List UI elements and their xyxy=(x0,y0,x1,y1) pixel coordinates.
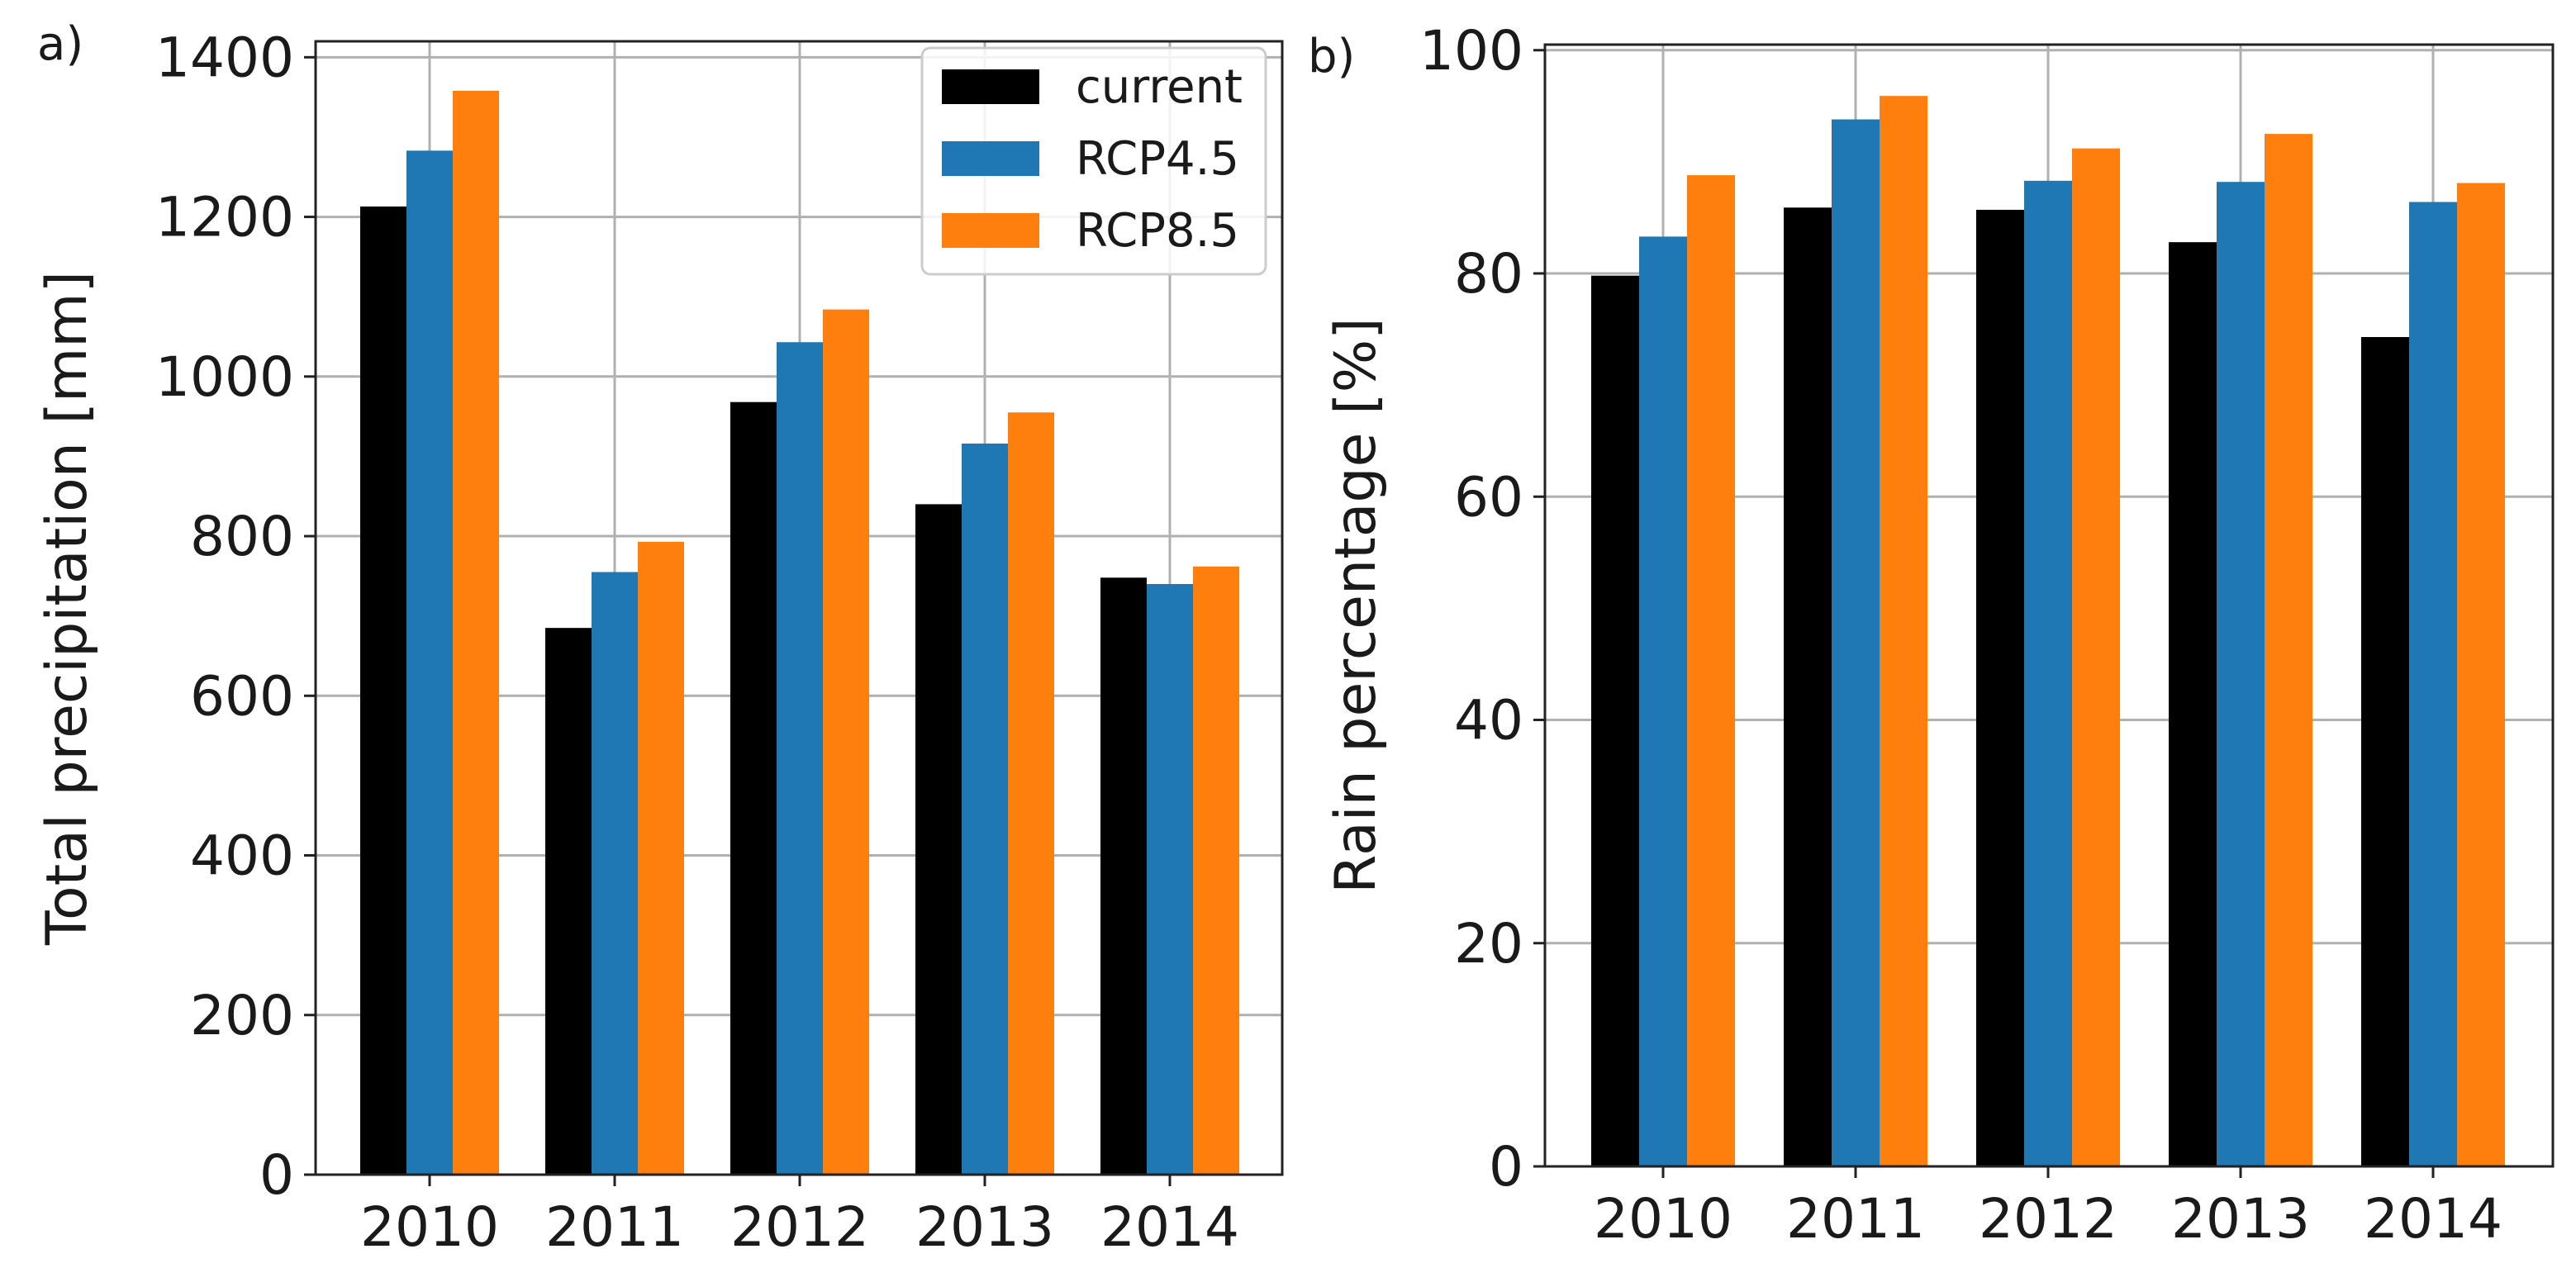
panel-a-xtick-label: 2012 xyxy=(730,1195,869,1259)
panel-a-bar-rcp45-2011 xyxy=(592,572,638,1175)
legend-swatch-rcp85 xyxy=(942,213,1039,248)
panel-a-ytick-label: 1000 xyxy=(155,345,294,409)
panel-a-bar-current-2012 xyxy=(730,401,777,1175)
legend-label: current xyxy=(1076,60,1243,114)
panel-a-bar-rcp45-2010 xyxy=(406,150,453,1175)
panel-a-bar-current-2011 xyxy=(545,628,592,1175)
panel-a-y-axis-label: Total precipitation [mm] xyxy=(35,271,100,946)
panel-a-xtick-label: 2011 xyxy=(545,1195,684,1259)
panel-b-bar-current-2010 xyxy=(1591,275,1639,1166)
panel-a-bar-rcp45-2014 xyxy=(1147,584,1193,1175)
panel-a-xtick-label: 2014 xyxy=(1100,1195,1239,1259)
panel-b-chart: 0 20 40 60 80 100 2010 2011 2012 2013 2014 Rain per… xyxy=(1308,19,2555,1251)
panel-b-bar-rcp85-2011 xyxy=(1880,96,1927,1166)
legend-swatch-rcp45 xyxy=(942,141,1039,176)
panel-a-xtick-label: 2010 xyxy=(360,1195,499,1259)
panel-b-bar-rcp85-2012 xyxy=(2072,148,2120,1167)
panel-b-label: b) xyxy=(1308,30,1355,83)
panel-b-y-axis-label: Rain percentage [%] xyxy=(1324,317,1389,893)
panel-a-label: a) xyxy=(37,17,83,71)
panel-b-ytick-label: 40 xyxy=(1454,689,1523,753)
legend-label: RCP8.5 xyxy=(1076,204,1239,258)
panel-b-bar-rcp85-2013 xyxy=(2265,134,2312,1167)
panel-b-ytick-label: 100 xyxy=(1419,19,1523,83)
panel-a-xtick-label: 2013 xyxy=(915,1195,1054,1259)
panel-b-bar-rcp85-2014 xyxy=(2457,183,2505,1167)
panel-b-bar-current-2014 xyxy=(2361,337,2409,1166)
panel-a-ytick-label: 800 xyxy=(190,505,294,568)
panel-b-xtick-label: 2014 xyxy=(2364,1187,2502,1251)
panel-a-ytick-label: 400 xyxy=(190,824,294,888)
panel-b-bar-rcp45-2010 xyxy=(1639,236,1687,1166)
panel-b-ytick-label: 80 xyxy=(1454,242,1523,306)
panel-b-bar-rcp85-2010 xyxy=(1687,175,1735,1167)
panel-a-ytick-label: 200 xyxy=(190,984,294,1047)
panel-b-xtick-label: 2013 xyxy=(2171,1187,2310,1251)
panel-a-bar-rcp85-2014 xyxy=(1193,566,1239,1175)
panel-b-bar-rcp45-2012 xyxy=(2024,180,2072,1166)
panel-a-ytick-label: 1400 xyxy=(155,26,294,89)
panel-a-bar-rcp45-2013 xyxy=(962,443,1008,1175)
panel-a-ytick-label: 0 xyxy=(259,1143,294,1207)
panel-b-bar-rcp45-2013 xyxy=(2217,182,2265,1166)
legend: current RCP4.5 RCP8.5 xyxy=(920,46,1267,276)
panel-b-ytick-label: 60 xyxy=(1454,465,1523,529)
panel-a-bar-current-2010 xyxy=(360,207,406,1175)
legend-label: RCP4.5 xyxy=(1076,132,1239,186)
panel-a-bar-current-2014 xyxy=(1100,577,1147,1175)
panel-a-bar-rcp85-2012 xyxy=(823,309,869,1175)
panel-a-bar-rcp85-2013 xyxy=(1008,412,1054,1175)
panel-b-bar-current-2011 xyxy=(1784,207,1832,1166)
panel-a-bar-current-2013 xyxy=(915,504,962,1175)
legend-swatch-current xyxy=(942,69,1039,104)
panel-a-bar-rcp85-2011 xyxy=(638,541,684,1175)
panel-a-ytick-label: 600 xyxy=(190,664,294,728)
panel-b-xtick-label: 2012 xyxy=(1979,1187,2117,1251)
panel-a-chart: 0 200 400 600 800 1000 1200 1400 2010 2011 2012 201… xyxy=(35,17,1284,1259)
panel-a-bar-rcp45-2012 xyxy=(777,342,823,1175)
panel-a-bar-rcp85-2010 xyxy=(453,90,499,1175)
panel-b-xtick-label: 2011 xyxy=(1786,1187,1925,1251)
panel-a-ytick-label: 1200 xyxy=(155,186,294,249)
panel-b-bar-current-2013 xyxy=(2169,242,2217,1166)
panel-b-xtick-label: 2010 xyxy=(1594,1187,1732,1251)
panel-b-bar-rcp45-2014 xyxy=(2409,202,2457,1166)
panel-b-bar-rcp45-2011 xyxy=(1832,119,1880,1167)
panel-b-ytick-label: 20 xyxy=(1454,912,1523,976)
panel-b-bar-current-2012 xyxy=(1976,209,2024,1166)
panel-b-ytick-label: 0 xyxy=(1489,1135,1523,1199)
